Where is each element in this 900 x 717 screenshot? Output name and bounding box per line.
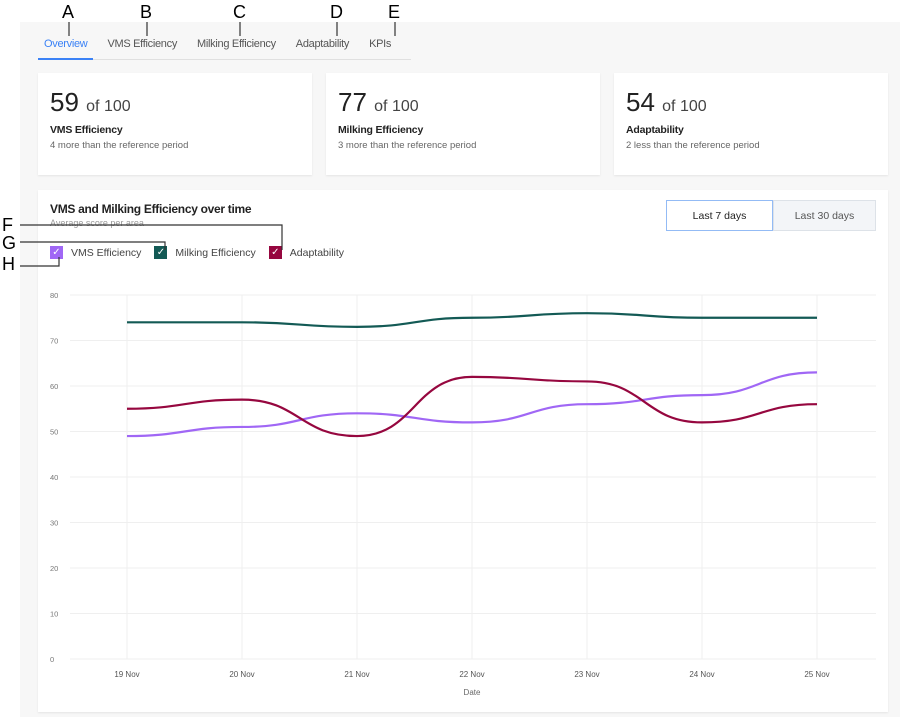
y-tick-label: 50 — [50, 428, 58, 437]
card-comparison: 3 more than the reference period — [338, 140, 477, 151]
annotation-marker: G — [2, 233, 17, 253]
annotation-marker: E — [388, 2, 401, 22]
tab-bar: Overview VMS Efficiency Milking Efficiency… — [38, 30, 411, 60]
adaptability-card: 54 of 100 Adaptability 2 less than the r… — [614, 73, 888, 175]
annotation-marker: D — [330, 2, 343, 22]
y-tick-label: 10 — [50, 610, 58, 619]
annotation-marker: B — [140, 2, 153, 22]
annotation-marker: C — [233, 2, 246, 22]
legend-label: Adaptability — [289, 246, 345, 259]
score-max: of 100 — [374, 98, 419, 115]
y-tick-label: 80 — [50, 291, 58, 300]
x-tick-label: 21 Nov — [344, 670, 369, 679]
y-tick-label: 60 — [50, 382, 58, 391]
series-line-milking-efficiency — [126, 312, 817, 328]
x-axis-label: Date — [464, 688, 481, 697]
score: 54 — [626, 87, 655, 117]
y-tick-label: 30 — [50, 519, 58, 528]
x-tick-label: 23 Nov — [574, 670, 599, 679]
score-max: of 100 — [86, 98, 131, 115]
y-tick-label: 0 — [50, 655, 54, 664]
x-tick-label: 24 Nov — [689, 670, 714, 679]
x-tick-label: 19 Nov — [114, 670, 139, 679]
vms-efficiency-card: 59 of 100 VMS Efficiency 4 more than the… — [38, 73, 312, 175]
annotation-marker: F — [2, 215, 13, 235]
annotation-marker: H — [2, 254, 15, 274]
efficiency-chart-card: VMS and Milking Efficiency over time Ave… — [38, 190, 888, 712]
card-comparison: 2 less than the reference period — [626, 140, 760, 151]
milking-efficiency-card: 77 of 100 Milking Efficiency 3 more than… — [326, 73, 600, 175]
y-tick-label: 20 — [50, 564, 58, 573]
score-max: of 100 — [662, 98, 707, 115]
card-comparison: 4 more than the reference period — [50, 140, 189, 151]
y-tick-label: 70 — [50, 337, 58, 346]
series-line-vms-efficiency — [126, 371, 818, 438]
x-tick-label: 22 Nov — [459, 670, 484, 679]
x-tick-label: 20 Nov — [229, 670, 254, 679]
last-7-days-button[interactable]: Last 7 days — [666, 200, 773, 231]
card-label: Milking Efficiency — [338, 124, 424, 136]
score: 77 — [338, 87, 367, 117]
last-30-days-button[interactable]: Last 30 days — [773, 200, 876, 231]
series-line-adaptability — [126, 375, 818, 438]
card-label: VMS Efficiency — [50, 124, 123, 136]
card-label: Adaptability — [626, 124, 684, 136]
tab-vms-efficiency[interactable]: VMS Efficiency — [107, 38, 178, 50]
tab-overview[interactable]: Overview — [38, 30, 94, 60]
chart-subtitle: Average score per area — [50, 218, 144, 228]
tab-adaptability[interactable]: Adaptability — [295, 38, 350, 50]
score: 59 — [50, 87, 79, 117]
tab-milking-efficiency[interactable]: Milking Efficiency — [197, 38, 276, 50]
y-tick-label: 40 — [50, 473, 58, 482]
chart-title: VMS and Milking Efficiency over time — [50, 202, 252, 216]
annotation-marker: A — [62, 2, 75, 22]
x-tick-label: 25 Nov — [804, 670, 829, 679]
tab-kpis[interactable]: KPIs — [369, 38, 392, 50]
